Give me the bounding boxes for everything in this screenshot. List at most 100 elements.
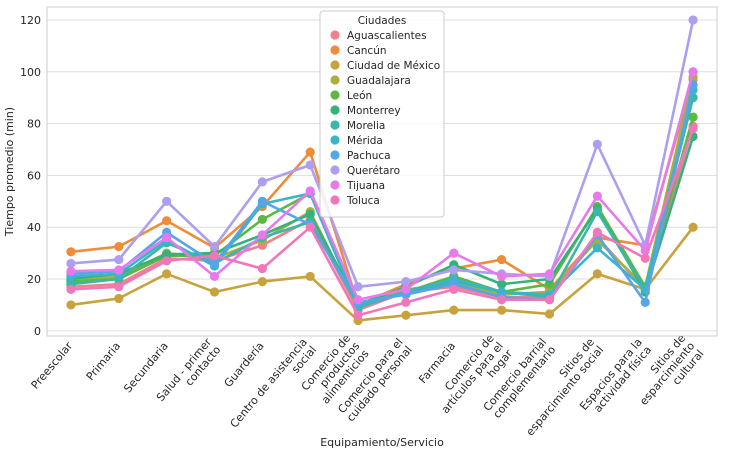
y-tick-label: 80 [27,118,41,131]
data-point [305,209,315,219]
data-point [449,248,459,258]
data-point [162,196,172,206]
data-point [592,243,602,253]
legend-entry: Ciudad de México [347,60,440,72]
legend-marker [330,180,340,190]
data-point [162,249,172,259]
series-toluca [66,124,698,320]
legend-entry: Cancún [347,45,387,57]
data-point [114,282,124,292]
legend-entry: Querétaro [347,165,400,177]
legend-entry: Mérida [347,135,383,147]
legend-entry: Morelia [347,120,385,132]
data-point [305,222,315,232]
series-line [70,128,695,317]
data-point [257,264,267,274]
series-line [70,71,695,302]
y-tick-label: 60 [27,169,41,182]
y-tick-label: 0 [34,325,41,338]
legend-marker [330,60,340,70]
data-point [592,207,602,217]
data-point [449,305,459,315]
data-point [162,216,172,226]
data-point [66,300,76,310]
data-point [66,284,76,294]
data-point [497,279,507,289]
data-point [353,295,363,305]
series-group [66,15,698,326]
series-tijuana [66,67,698,305]
data-point [544,269,555,279]
data-point [544,309,555,319]
y-tick-label: 100 [20,66,41,79]
legend-marker [330,90,340,100]
data-point [162,256,172,266]
y-tick-label: 40 [27,221,41,234]
data-point [688,67,698,77]
data-point [497,295,507,305]
data-point [209,258,220,269]
x-tick-label: Primaria [84,340,123,383]
data-point [114,293,124,304]
y-tick-label: 120 [20,14,41,27]
data-point [592,191,602,201]
data-point [257,230,267,240]
y-tick-label: 20 [27,273,41,286]
legend-entry: Guadalajara [347,75,411,87]
data-point [114,265,124,275]
data-point [305,186,315,196]
data-point [401,310,411,320]
y-axis-label: Tiempo promedio (min) [3,107,16,237]
data-point [640,297,650,307]
legend-title: Ciudades [358,15,407,27]
data-point [449,284,459,294]
data-point [209,242,220,252]
plot-frame [46,6,718,337]
data-point [688,15,698,25]
data-point [257,196,267,206]
data-point [305,271,315,282]
data-point [257,276,267,287]
data-point [305,147,315,157]
data-point [209,287,220,297]
series-quer-taro [66,15,698,292]
series-line [70,226,695,322]
legend-marker [330,135,340,145]
data-point [257,214,267,225]
data-point [66,247,76,257]
data-point [257,177,267,187]
data-point [114,254,124,265]
x-axis-label: Equipamiento/Servicio [320,436,444,449]
data-point [305,160,315,170]
legend-marker [330,30,340,40]
series-line [70,19,695,289]
legend-marker [330,150,340,160]
legend-entry: Pachuca [347,150,391,162]
data-point [544,295,555,305]
data-point [401,284,411,294]
series-ciudad-de-m-xico [66,222,698,326]
data-point [688,124,698,134]
data-point [353,282,363,292]
legend-box [319,10,445,218]
data-point [66,258,76,269]
legend-marker [330,105,340,115]
data-point [497,271,507,282]
data-point [497,305,507,315]
legend-marker [330,120,340,130]
data-point [66,266,76,276]
legend-marker [330,75,340,85]
legend-entry: Toluca [346,195,380,207]
data-point [401,297,411,307]
data-point [688,222,698,232]
x-tick-label: Preescolar [29,339,76,391]
legend: Ciudades Aguascalientes Cancún Ciudad de M… [319,10,445,218]
data-point [640,253,650,263]
data-point [353,310,363,320]
data-point [114,242,124,252]
legend-entry: Monterrey [347,105,401,117]
y-axis-ticks: 0 20 40 60 80 100 120 [20,14,41,338]
legend-entry: León [347,90,372,102]
legend-entry: Tijuana [346,180,385,192]
